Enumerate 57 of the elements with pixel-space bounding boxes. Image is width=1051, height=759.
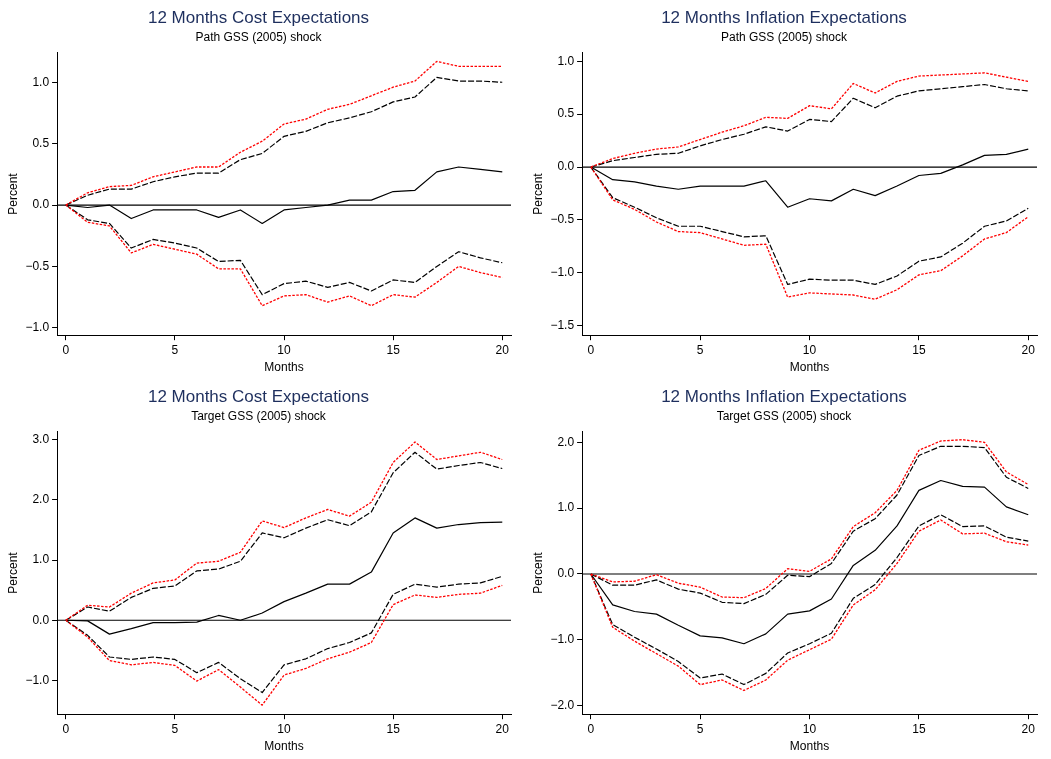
chart-title: 12 Months Inflation Expectations bbox=[661, 7, 907, 27]
y-tick-label: 0.5 bbox=[557, 106, 575, 121]
chart-title: 12 Months Inflation Expectations bbox=[661, 386, 907, 406]
x-axis-title: Months bbox=[789, 739, 830, 754]
y-tick-label: −0.5 bbox=[25, 258, 50, 273]
x-axis-title: Months bbox=[789, 360, 830, 375]
x-tick-label: 10 bbox=[802, 721, 817, 736]
y-tick-label: 3.0 bbox=[32, 431, 50, 446]
y-tick-label: 1.0 bbox=[557, 500, 575, 515]
y-tick-label: 1.0 bbox=[32, 552, 50, 567]
y-tick-label: 0.0 bbox=[32, 612, 50, 627]
y-tick-label: 1.0 bbox=[557, 53, 575, 68]
y-tick-label: −0.5 bbox=[550, 212, 575, 227]
y-axis-title: Percent bbox=[5, 551, 20, 594]
x-tick-label: 5 bbox=[171, 342, 179, 357]
x-tick-label: 5 bbox=[171, 721, 179, 736]
y-tick-label: 0.5 bbox=[32, 135, 50, 150]
y-axis-title: Percent bbox=[530, 551, 545, 594]
y-tick-label: 2.0 bbox=[32, 492, 50, 507]
y-tick-label: −1.0 bbox=[25, 320, 50, 335]
x-tick-label: 15 bbox=[912, 342, 926, 357]
x-tick-label: 15 bbox=[912, 721, 926, 736]
chart-subtitle: Path GSS (2005) shock bbox=[720, 29, 849, 44]
x-tick-label: 0 bbox=[62, 721, 70, 736]
y-tick-label: −1.0 bbox=[550, 265, 575, 280]
y-axis-title: Percent bbox=[5, 172, 20, 215]
x-tick-label: 0 bbox=[587, 342, 595, 357]
y-tick-label: 0.0 bbox=[557, 159, 575, 174]
x-tick-label: 10 bbox=[802, 342, 817, 357]
y-tick-label: 0.0 bbox=[32, 197, 50, 212]
x-tick-label: 10 bbox=[277, 342, 292, 357]
y-tick-label: 2.0 bbox=[557, 434, 575, 449]
y-tick-label: 0.0 bbox=[557, 566, 575, 581]
chart-subtitle: Target GSS (2005) shock bbox=[716, 408, 853, 423]
y-tick-label: 1.0 bbox=[32, 74, 50, 89]
chart-subtitle: Path GSS (2005) shock bbox=[195, 29, 323, 44]
x-tick-label: 20 bbox=[1021, 342, 1036, 357]
y-tick-label: −1.5 bbox=[550, 317, 575, 332]
x-tick-label: 0 bbox=[587, 721, 595, 736]
x-tick-label: 0 bbox=[62, 342, 70, 357]
y-axis-title: Percent bbox=[530, 172, 545, 215]
x-tick-label: 5 bbox=[696, 342, 704, 357]
x-tick-label: 15 bbox=[386, 721, 401, 736]
x-tick-label: 20 bbox=[495, 721, 510, 736]
y-tick-label: −2.0 bbox=[550, 697, 575, 712]
chart-title: 12 Months Cost Expectations bbox=[147, 386, 370, 406]
x-tick-label: 10 bbox=[277, 721, 292, 736]
chart-subtitle: Target GSS (2005) shock bbox=[191, 408, 327, 423]
y-tick-label: −1.0 bbox=[25, 672, 50, 687]
chart-title: 12 Months Cost Expectations bbox=[147, 7, 370, 27]
x-tick-label: 5 bbox=[696, 721, 704, 736]
x-axis-title: Months bbox=[264, 739, 304, 754]
x-tick-label: 20 bbox=[1021, 721, 1036, 736]
x-tick-label: 20 bbox=[495, 342, 510, 357]
y-tick-label: −1.0 bbox=[550, 632, 575, 647]
x-tick-label: 15 bbox=[386, 342, 401, 357]
x-axis-title: Months bbox=[264, 360, 304, 375]
